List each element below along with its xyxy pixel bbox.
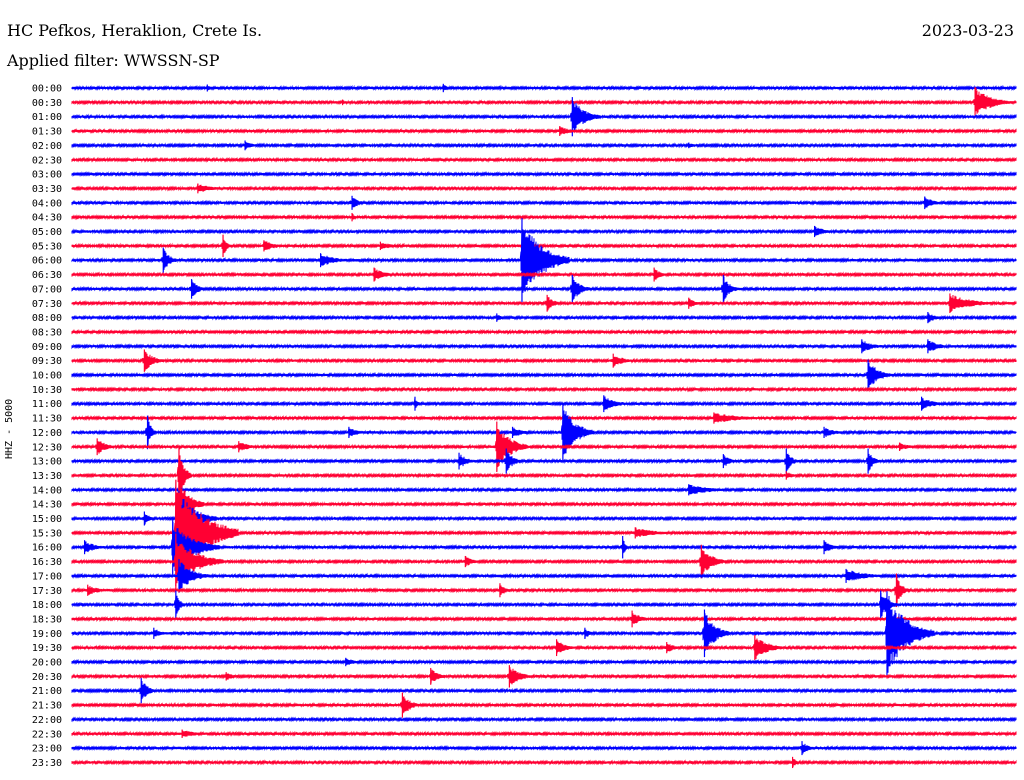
seismogram-trace [71, 224, 1017, 295]
time-tick-label: 01:30 [32, 127, 62, 138]
time-tick-label: 08:00 [32, 313, 62, 324]
time-tick-label: 03:30 [32, 184, 62, 195]
time-tick-label: 15:00 [32, 514, 62, 525]
date-label: 2023-03-23 [921, 21, 1014, 40]
time-tick-label: 21:30 [32, 701, 62, 712]
time-tick-label: 08:30 [32, 327, 62, 338]
time-tick-label: 18:30 [32, 614, 62, 625]
time-tick-label: 02:30 [32, 155, 62, 166]
time-tick-label: 06:30 [32, 270, 62, 281]
time-tick-label: 06:00 [32, 256, 62, 267]
seismogram-trace [71, 428, 1017, 471]
seismogram-trace [71, 87, 1017, 114]
time-tick-label: 22:30 [32, 729, 62, 740]
time-tick-label: 12:30 [32, 442, 62, 453]
time-tick-label: 05:00 [32, 227, 62, 238]
time-tick-label: 19:00 [32, 629, 62, 640]
time-tick-label: 14:30 [32, 500, 62, 511]
time-tick-label: 07:30 [32, 299, 62, 310]
time-tick-label: 18:00 [32, 600, 62, 611]
time-tick-label: 00:00 [32, 84, 62, 95]
seismogram-trace [71, 638, 1017, 660]
filter-label: Applied filter: WWSSN-SP [7, 51, 220, 70]
time-tick-label: 10:00 [32, 371, 62, 382]
seismogram-trace [71, 183, 1017, 192]
time-tick-label: 23:30 [32, 758, 62, 769]
time-tick-label: 04:30 [32, 213, 62, 224]
time-tick-label: 09:30 [32, 356, 62, 367]
time-tick-label: 04:00 [32, 198, 62, 209]
time-tick-label: 17:00 [32, 571, 62, 582]
seismogram-trace [71, 479, 1017, 582]
time-tick-label: 05:30 [32, 241, 62, 252]
station-title: HC Pefkos, Heraklion, Crete Is. [7, 21, 263, 40]
time-tick-label: 13:30 [32, 471, 62, 482]
time-tick-label: 15:30 [32, 528, 62, 539]
time-tick-label: 02:00 [32, 141, 62, 152]
traces-group [71, 83, 1017, 769]
time-tick-label: 11:30 [32, 414, 62, 425]
time-tick-label: 19:30 [32, 643, 62, 654]
time-tick-label: 14:00 [32, 485, 62, 496]
time-tick-label: 21:00 [32, 686, 62, 697]
time-tick-label: 01:00 [32, 112, 62, 123]
time-tick-label: 10:30 [32, 385, 62, 396]
time-tick-label: 13:00 [32, 457, 62, 468]
time-tick-label: 03:00 [32, 170, 62, 181]
time-tick-label: 00:30 [32, 98, 62, 109]
time-tick-label: 22:00 [32, 715, 62, 726]
time-labels-group: 00:00 00:30 01:00 01:30 02:00 02:30 03:00 03:30… [32, 84, 62, 769]
time-tick-label: 20:30 [32, 672, 62, 683]
time-tick-label: 20:00 [32, 658, 62, 669]
time-tick-label: 17:30 [32, 586, 62, 597]
time-tick-label: 23:00 [32, 744, 62, 755]
time-tick-label: 16:00 [32, 543, 62, 554]
time-tick-label: 07:00 [32, 284, 62, 295]
time-tick-label: 16:30 [32, 557, 62, 568]
time-tick-label: 12:00 [32, 428, 62, 439]
time-tick-label: 09:00 [32, 342, 62, 353]
time-tick-label: 11:00 [32, 399, 62, 410]
